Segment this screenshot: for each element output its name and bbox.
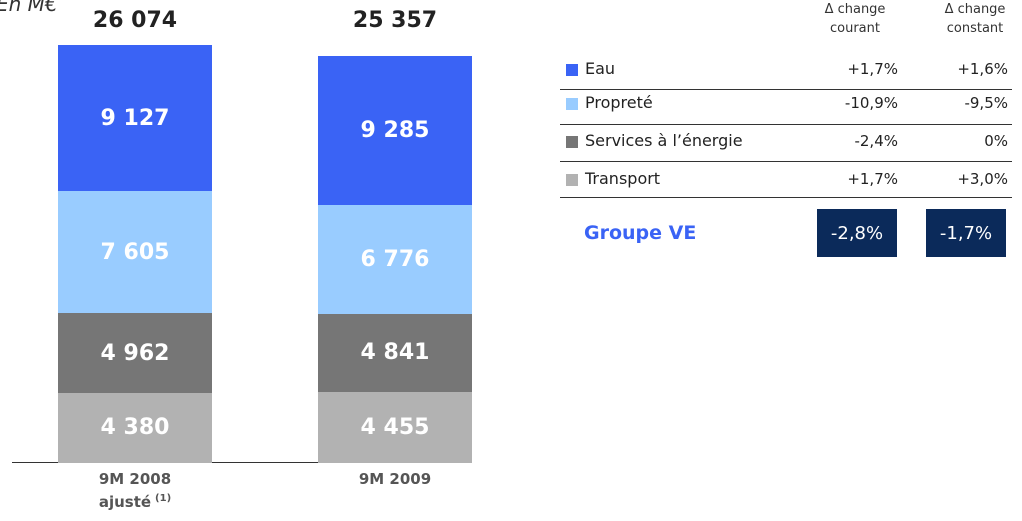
group-value-text: -2,8%	[830, 222, 884, 244]
column-header: Δ change courant	[824, 2, 886, 36]
legend-swatch	[566, 64, 578, 76]
legend-label: Transport	[585, 169, 661, 188]
value-label: 4 380	[100, 415, 170, 441]
legend-swatch	[566, 98, 578, 110]
legend-swatch	[566, 136, 578, 148]
group-value: -2,8%	[817, 209, 897, 257]
legend-swatch	[566, 174, 578, 186]
category-name: 9M 2009	[358, 470, 432, 488]
bar-segment: 4 962	[58, 313, 212, 393]
table-cell: -10,9%	[844, 94, 898, 112]
bar-segment: 4 380	[58, 392, 212, 463]
bar-segment: 4 841	[318, 313, 472, 392]
table-cell: -2,4%	[854, 132, 898, 150]
row-rule	[560, 124, 1012, 125]
column-header: Δ change constant	[944, 2, 1006, 36]
table-cell: 0%	[984, 132, 1008, 150]
value-label: 4 962	[100, 340, 170, 366]
table-cell: +1,7%	[847, 170, 898, 188]
bar-segment: 9 127	[58, 45, 212, 192]
bar-segment: 7 605	[58, 191, 212, 314]
unit-title: En M€	[0, 0, 58, 16]
row-rule	[560, 89, 1012, 90]
bar-segment: 9 285	[318, 56, 472, 206]
total-label: 26 074	[92, 8, 178, 33]
legend-label: Services à l’énergie	[585, 131, 743, 150]
group-label: Groupe VE	[584, 222, 697, 244]
row-rule	[560, 161, 1012, 162]
value-label: 7 605	[100, 239, 170, 265]
total-label: 25 357	[352, 8, 438, 33]
table-cell: -9,5%	[964, 94, 1008, 112]
bar-segment: 4 455	[318, 391, 472, 463]
footnote-marker: (1)	[155, 493, 172, 504]
row-rule	[560, 197, 1012, 198]
category-name: 9M 2008 ajusté	[98, 470, 172, 511]
value-label: 4 455	[360, 414, 430, 440]
x-axis	[12, 462, 470, 463]
group-value-text: -1,7%	[939, 222, 993, 244]
table-cell: +1,6%	[957, 60, 1008, 78]
value-label: 9 285	[360, 118, 430, 144]
value-label: 4 841	[360, 340, 430, 366]
x-tick-label: 9M 2008 ajusté (1)	[38, 470, 232, 512]
bar-segment: 6 776	[318, 205, 472, 314]
x-tick-label: 9M 2009	[298, 470, 492, 489]
legend-label: Propreté	[585, 93, 653, 112]
value-label: 6 776	[360, 247, 430, 273]
group-value: -1,7%	[926, 209, 1006, 257]
value-label: 9 127	[100, 105, 170, 131]
table-cell: +3,0%	[957, 170, 1008, 188]
legend-label: Eau	[585, 59, 616, 78]
table-cell: +1,7%	[847, 60, 898, 78]
